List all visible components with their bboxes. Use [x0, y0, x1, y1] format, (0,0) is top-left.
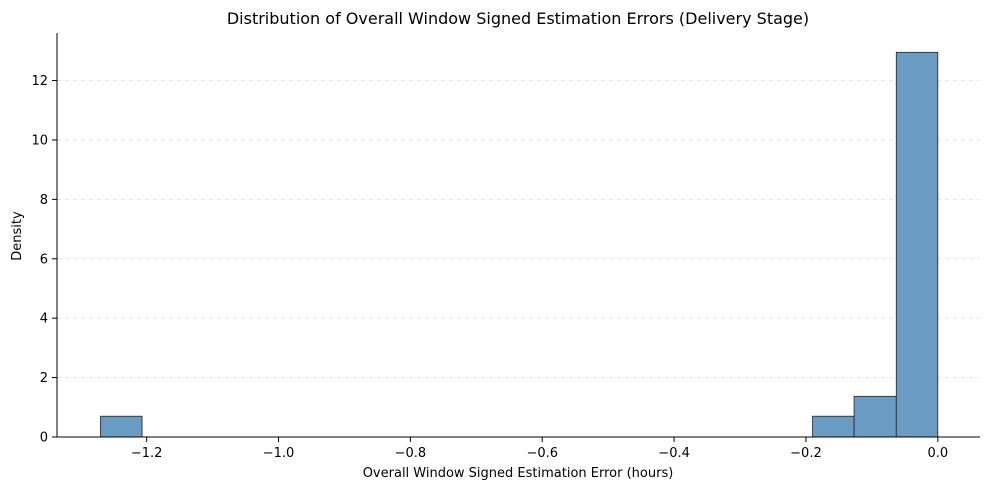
x-tick-label: −0.8 [395, 446, 427, 461]
x-tick-label: −1.2 [131, 446, 163, 461]
y-axis-label: Density [10, 211, 25, 261]
histogram-bar-0 [100, 415, 143, 438]
y-tick-label: 10 [31, 133, 48, 148]
x-tick-label: 0.0 [927, 446, 948, 461]
chart-title: Distribution of Overall Window Signed Es… [227, 9, 809, 28]
x-ticks: −1.2 −1.0 −0.8 −0.6 −0.4 −0.2 0.0 [131, 437, 948, 461]
histogram-bar-1 [812, 415, 855, 438]
y-tick-label: 6 [40, 252, 48, 267]
x-tick-label: −0.6 [526, 446, 558, 461]
histogram-bar-2 [853, 395, 897, 438]
y-tick-label: 4 [40, 312, 48, 327]
y-tick-label: 8 [40, 193, 48, 208]
x-tick-label: −0.4 [658, 446, 690, 461]
axes-layer [56, 33, 980, 438]
y-tick-label: 2 [40, 371, 48, 386]
x-tick-label: −0.2 [790, 446, 822, 461]
histogram-bar-3 [895, 51, 939, 438]
grid-layer [57, 80, 980, 378]
x-axis-label: Overall Window Signed Estimation Error (… [363, 466, 674, 481]
bars-layer [100, 51, 939, 438]
y-ticks: 0 2 4 6 8 10 12 [31, 74, 57, 446]
y-tick-label: 12 [31, 74, 48, 89]
x-tick-label: −1.0 [263, 446, 295, 461]
y-tick-label: 0 [40, 431, 48, 446]
